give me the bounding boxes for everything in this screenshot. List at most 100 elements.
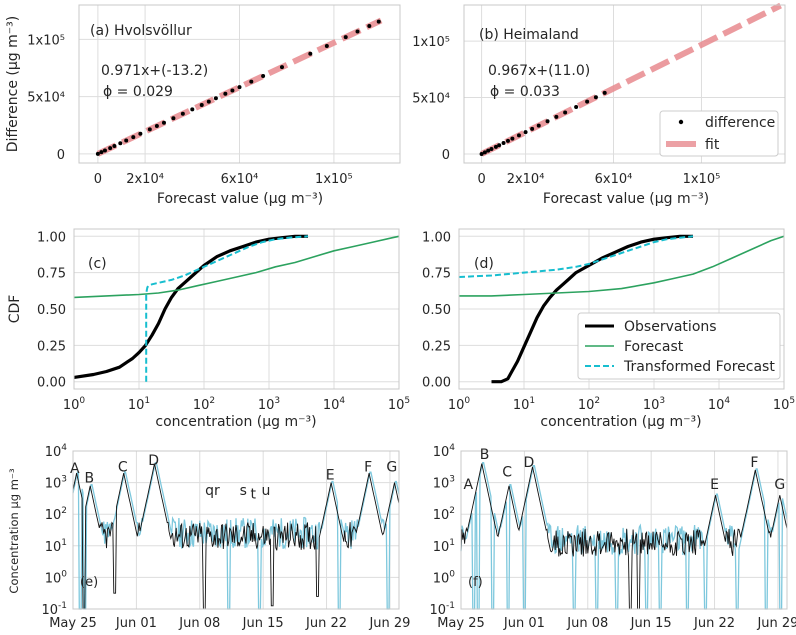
panel-f-event-B: B: [480, 447, 490, 463]
panel-b-point: [545, 119, 550, 124]
panel-d-frame: [458, 228, 785, 390]
panel-f-ytick-label: 101: [433, 538, 455, 555]
panel-c-xtick-label-exp: 3: [274, 396, 280, 406]
panel-c-xtick-label: 101: [128, 396, 150, 413]
panel-c-xtick-label: 104: [323, 396, 346, 413]
panel-e-xtick-label: Jun 29: [368, 616, 410, 631]
panel-b-xlabel: Forecast value (μg m⁻³): [543, 191, 709, 207]
panel-a-grid: [79, 5, 400, 163]
panel-f-event-F: F: [750, 455, 758, 471]
panel-f-ytick-label-base: 10: [429, 603, 446, 618]
panel-f-ytick-label: 102: [433, 506, 455, 523]
panel-a-point: [108, 146, 113, 151]
panel-a-point: [367, 24, 372, 29]
panel-e-marks: [72, 461, 400, 610]
panel-a-point: [199, 102, 204, 107]
panel-f-ticks: May 25 Jun 01 Jun 08 Jun 15 Jun 22 Jun 2910-1…: [429, 443, 796, 631]
panel-e-ytick-label-exp: 3: [61, 475, 67, 485]
panel-c-series-tfc: [145, 235, 309, 382]
panel-a-point: [99, 150, 104, 155]
panel-a-point: [206, 99, 211, 104]
panel-d-legend: Observations Forecast Transformed Foreca…: [577, 312, 781, 380]
panel-b-point: [505, 138, 510, 143]
panel-a-xtick-label: 0: [94, 172, 102, 187]
panel-e: May 25 Jun 01 Jun 08 Jun 15 Jun 22 Jun 2910-1…: [7, 443, 410, 631]
panel-c-ytick-label: 0.50: [37, 303, 66, 318]
panel-c-marks: [73, 234, 400, 382]
panel-d-series-fc: [459, 235, 785, 297]
panel-a-point: [308, 51, 313, 56]
panel-d-xtick-label: 101: [513, 396, 535, 413]
panel-d-xtick-label-base: 10: [513, 398, 530, 413]
panel-b-point: [554, 114, 559, 119]
panel-b-point: [497, 143, 502, 148]
panel-f-marks: [460, 461, 788, 610]
panel-c-xtick-label-base: 10: [323, 398, 340, 413]
panel-a-point: [355, 29, 360, 34]
panel-a-point: [95, 151, 100, 156]
panel-e-xtick-label: Jun 01: [115, 616, 157, 631]
panel-c-xtick-label: 103: [258, 396, 280, 413]
panel-a-point: [124, 138, 129, 143]
panel-a-ytick-label: 1x10⁵: [27, 33, 65, 48]
panel-f-frame: [460, 450, 788, 610]
panel-b-point: [602, 90, 607, 95]
panel-c-series-obs: [73, 234, 308, 379]
panel-f-ytick-label: 104: [433, 443, 456, 460]
panel-a-point: [102, 148, 107, 153]
panel-b-ytick-label: 5x10⁴: [412, 92, 450, 107]
panel-a-point: [112, 144, 117, 149]
panel-a-phi: ϕ = 0.029: [103, 84, 173, 100]
panel-e-xtick-label: Jun 15: [242, 616, 284, 631]
panel-e-xtick-label: Jun 22: [305, 616, 347, 631]
panel-c-xtick-label-exp: 1: [144, 396, 150, 406]
panel-d-xtick-label-base: 10: [448, 398, 465, 413]
panel-e-event-F: F: [364, 460, 372, 476]
panel-b-point: [516, 133, 521, 138]
panel-d-xtick-label-exp: 3: [659, 396, 665, 406]
panel-b-marks: [479, 2, 782, 157]
panel-e-event-D: D: [148, 453, 159, 469]
panel-f-xtick-label: Jun 22: [693, 616, 735, 631]
panel-e-ytick-label-base: 10: [45, 571, 62, 586]
panel-c-ylabel: CDF: [7, 295, 23, 324]
panel-b-xtick-label: 1x10⁵: [683, 172, 721, 187]
panel-a-point: [223, 91, 228, 96]
panel-e-event-A: A: [70, 461, 80, 477]
panel-a-marks: [95, 17, 383, 157]
panel-f-ytick-label-exp: -1: [446, 601, 455, 611]
panel-a-ticks: 0 2x10⁴ 6x10⁴ 1x10⁵ 0 5x10⁴ 1x10⁵: [27, 33, 352, 187]
panel-f-ytick-label: 103: [433, 475, 455, 492]
panel-f-observation-series: [460, 463, 788, 610]
panel-d-ytick-label: 0.00: [422, 376, 451, 391]
panel-a-ylabel: Difference (μg m⁻³): [5, 16, 21, 152]
panel-b-legend: difference fit: [659, 110, 779, 157]
panel-e-ytick-label-base: 10: [45, 445, 62, 460]
panel-c-xtick-label-exp: 4: [339, 396, 345, 406]
panel-e-xtick-label: Jun 08: [178, 616, 220, 631]
panel-d-marks: [458, 234, 785, 384]
panel-b-xtick-label: 6x10⁴: [595, 172, 633, 187]
panel-b-point: [536, 123, 541, 128]
panel-c-xtick-label: 105: [388, 396, 410, 413]
panel-f-ytick-label-base: 10: [433, 445, 450, 460]
panel-b-equation: 0.967x+(11.0): [488, 63, 590, 79]
panel-f-event-E: E: [710, 477, 719, 493]
panel-d-label: (d): [474, 256, 494, 272]
panel-b-point: [489, 147, 494, 152]
panel-c-ytick-label: 0.00: [37, 376, 66, 391]
panel-e-frame: [72, 450, 400, 610]
panel-d-xtick-label-base: 10: [708, 398, 725, 413]
panel-f-ytick-label-exp: 4: [449, 443, 455, 453]
panel-a-point: [230, 88, 235, 93]
panel-b-ytick-label: 0: [442, 148, 450, 163]
panel-c-xtick-label-base: 10: [258, 398, 275, 413]
panel-c-ytick-label: 1.00: [37, 230, 66, 245]
panel-e-event-s: s: [240, 483, 247, 499]
panel-e-ytick-label-exp: -1: [58, 601, 67, 611]
panel-a-xtick-label: 2x10⁴: [126, 172, 164, 187]
panel-b-xtick-label: 2x10⁴: [507, 172, 545, 187]
panel-d-ytick-label: 0.50: [422, 303, 451, 318]
